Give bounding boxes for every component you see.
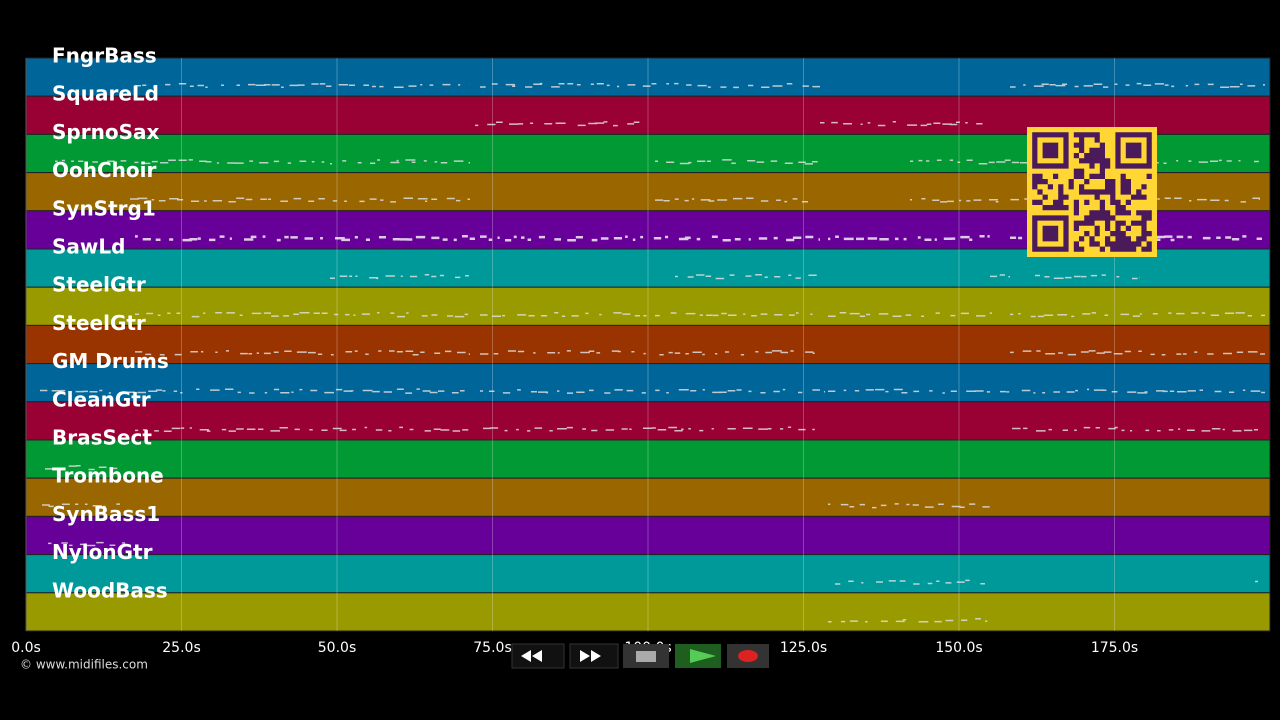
note-run — [135, 312, 469, 318]
note-run — [820, 120, 983, 127]
track-row — [25, 477, 1271, 517]
note-run — [480, 350, 815, 356]
note-run — [42, 503, 120, 508]
note-run — [1010, 82, 1265, 89]
track-label: CleanGtr — [52, 387, 151, 411]
note-run — [655, 197, 808, 203]
time-tick-label: 25.0s — [162, 640, 200, 656]
track-label: SynBass1 — [52, 502, 160, 526]
time-tick-label: 50.0s — [318, 640, 356, 656]
track-label: GM Drums — [52, 349, 169, 373]
track-row — [25, 592, 1271, 632]
track-row — [25, 554, 1271, 594]
track-row — [25, 401, 1271, 441]
note-run — [40, 388, 465, 394]
time-axis: 0.0s25.0s50.0s75.0s100.0s125.0s150.0s175… — [11, 640, 1138, 656]
track-label: SawLd — [52, 235, 125, 259]
note-run — [130, 197, 470, 203]
time-tick-label: 150.0s — [935, 640, 982, 656]
note-run — [835, 579, 985, 585]
transport-controls — [511, 643, 769, 669]
note-run — [1012, 426, 1258, 432]
note-run — [1000, 388, 1265, 394]
note-run — [1010, 350, 1265, 356]
time-tick-label: 125.0s — [780, 640, 827, 656]
rewind-button[interactable] — [511, 643, 565, 669]
track-row — [25, 286, 1271, 326]
forward-button[interactable] — [569, 643, 619, 669]
note-run — [483, 426, 815, 432]
track-row — [25, 515, 1271, 556]
note-run — [828, 617, 988, 623]
note-run — [480, 388, 825, 394]
time-tick-label: 75.0s — [473, 640, 511, 656]
note-run — [135, 350, 470, 356]
time-tick-label: 175.0s — [1091, 640, 1138, 656]
note-run — [990, 274, 1010, 278]
note-run — [1010, 312, 1265, 318]
note-run — [45, 464, 118, 471]
note-run — [480, 82, 820, 89]
note-run — [655, 159, 818, 165]
track-label: NylonGtr — [52, 540, 153, 564]
track-label: SteelGtr — [52, 311, 146, 335]
note-run — [1035, 274, 1140, 280]
grid — [25, 58, 1115, 631]
track-label: SprnoSax — [52, 120, 159, 144]
track-label: WoodBass — [52, 578, 168, 602]
stop-button[interactable] — [623, 644, 669, 668]
record-button[interactable] — [727, 644, 769, 668]
play-button[interactable] — [675, 644, 721, 668]
track-row — [25, 57, 1271, 97]
note-run — [480, 235, 820, 242]
note-run — [135, 83, 470, 89]
note-run — [330, 274, 469, 280]
qr-modules — [1032, 132, 1152, 252]
note-run — [55, 159, 470, 165]
note-run — [48, 541, 125, 547]
note-run — [475, 121, 640, 127]
note-run — [135, 426, 469, 432]
note-run — [480, 311, 813, 317]
track-label: SynStrg1 — [52, 196, 156, 220]
time-tick-label: 0.0s — [11, 640, 41, 656]
note-run — [828, 388, 990, 394]
notes — [40, 82, 1265, 623]
note-run — [135, 235, 475, 242]
track-label: OohChoir — [52, 158, 156, 182]
track-label: SquareLd — [52, 82, 159, 106]
note-run — [675, 274, 817, 280]
qr-code — [1027, 127, 1157, 257]
track-label: Trombone — [52, 464, 164, 488]
track-row — [25, 363, 1271, 403]
note-run — [828, 503, 990, 509]
track-row — [25, 324, 1271, 365]
track-labels: FngrBass SquareLd SprnoSax OohChoir SynStrg1… — [52, 44, 169, 603]
note-run — [828, 235, 990, 242]
note-run — [828, 312, 992, 318]
track-label: SteelGtr — [52, 273, 146, 297]
track-label: BrasSect — [52, 426, 152, 450]
copyright: © www.midifiles.com — [20, 658, 148, 672]
track-label: FngrBass — [52, 44, 157, 68]
